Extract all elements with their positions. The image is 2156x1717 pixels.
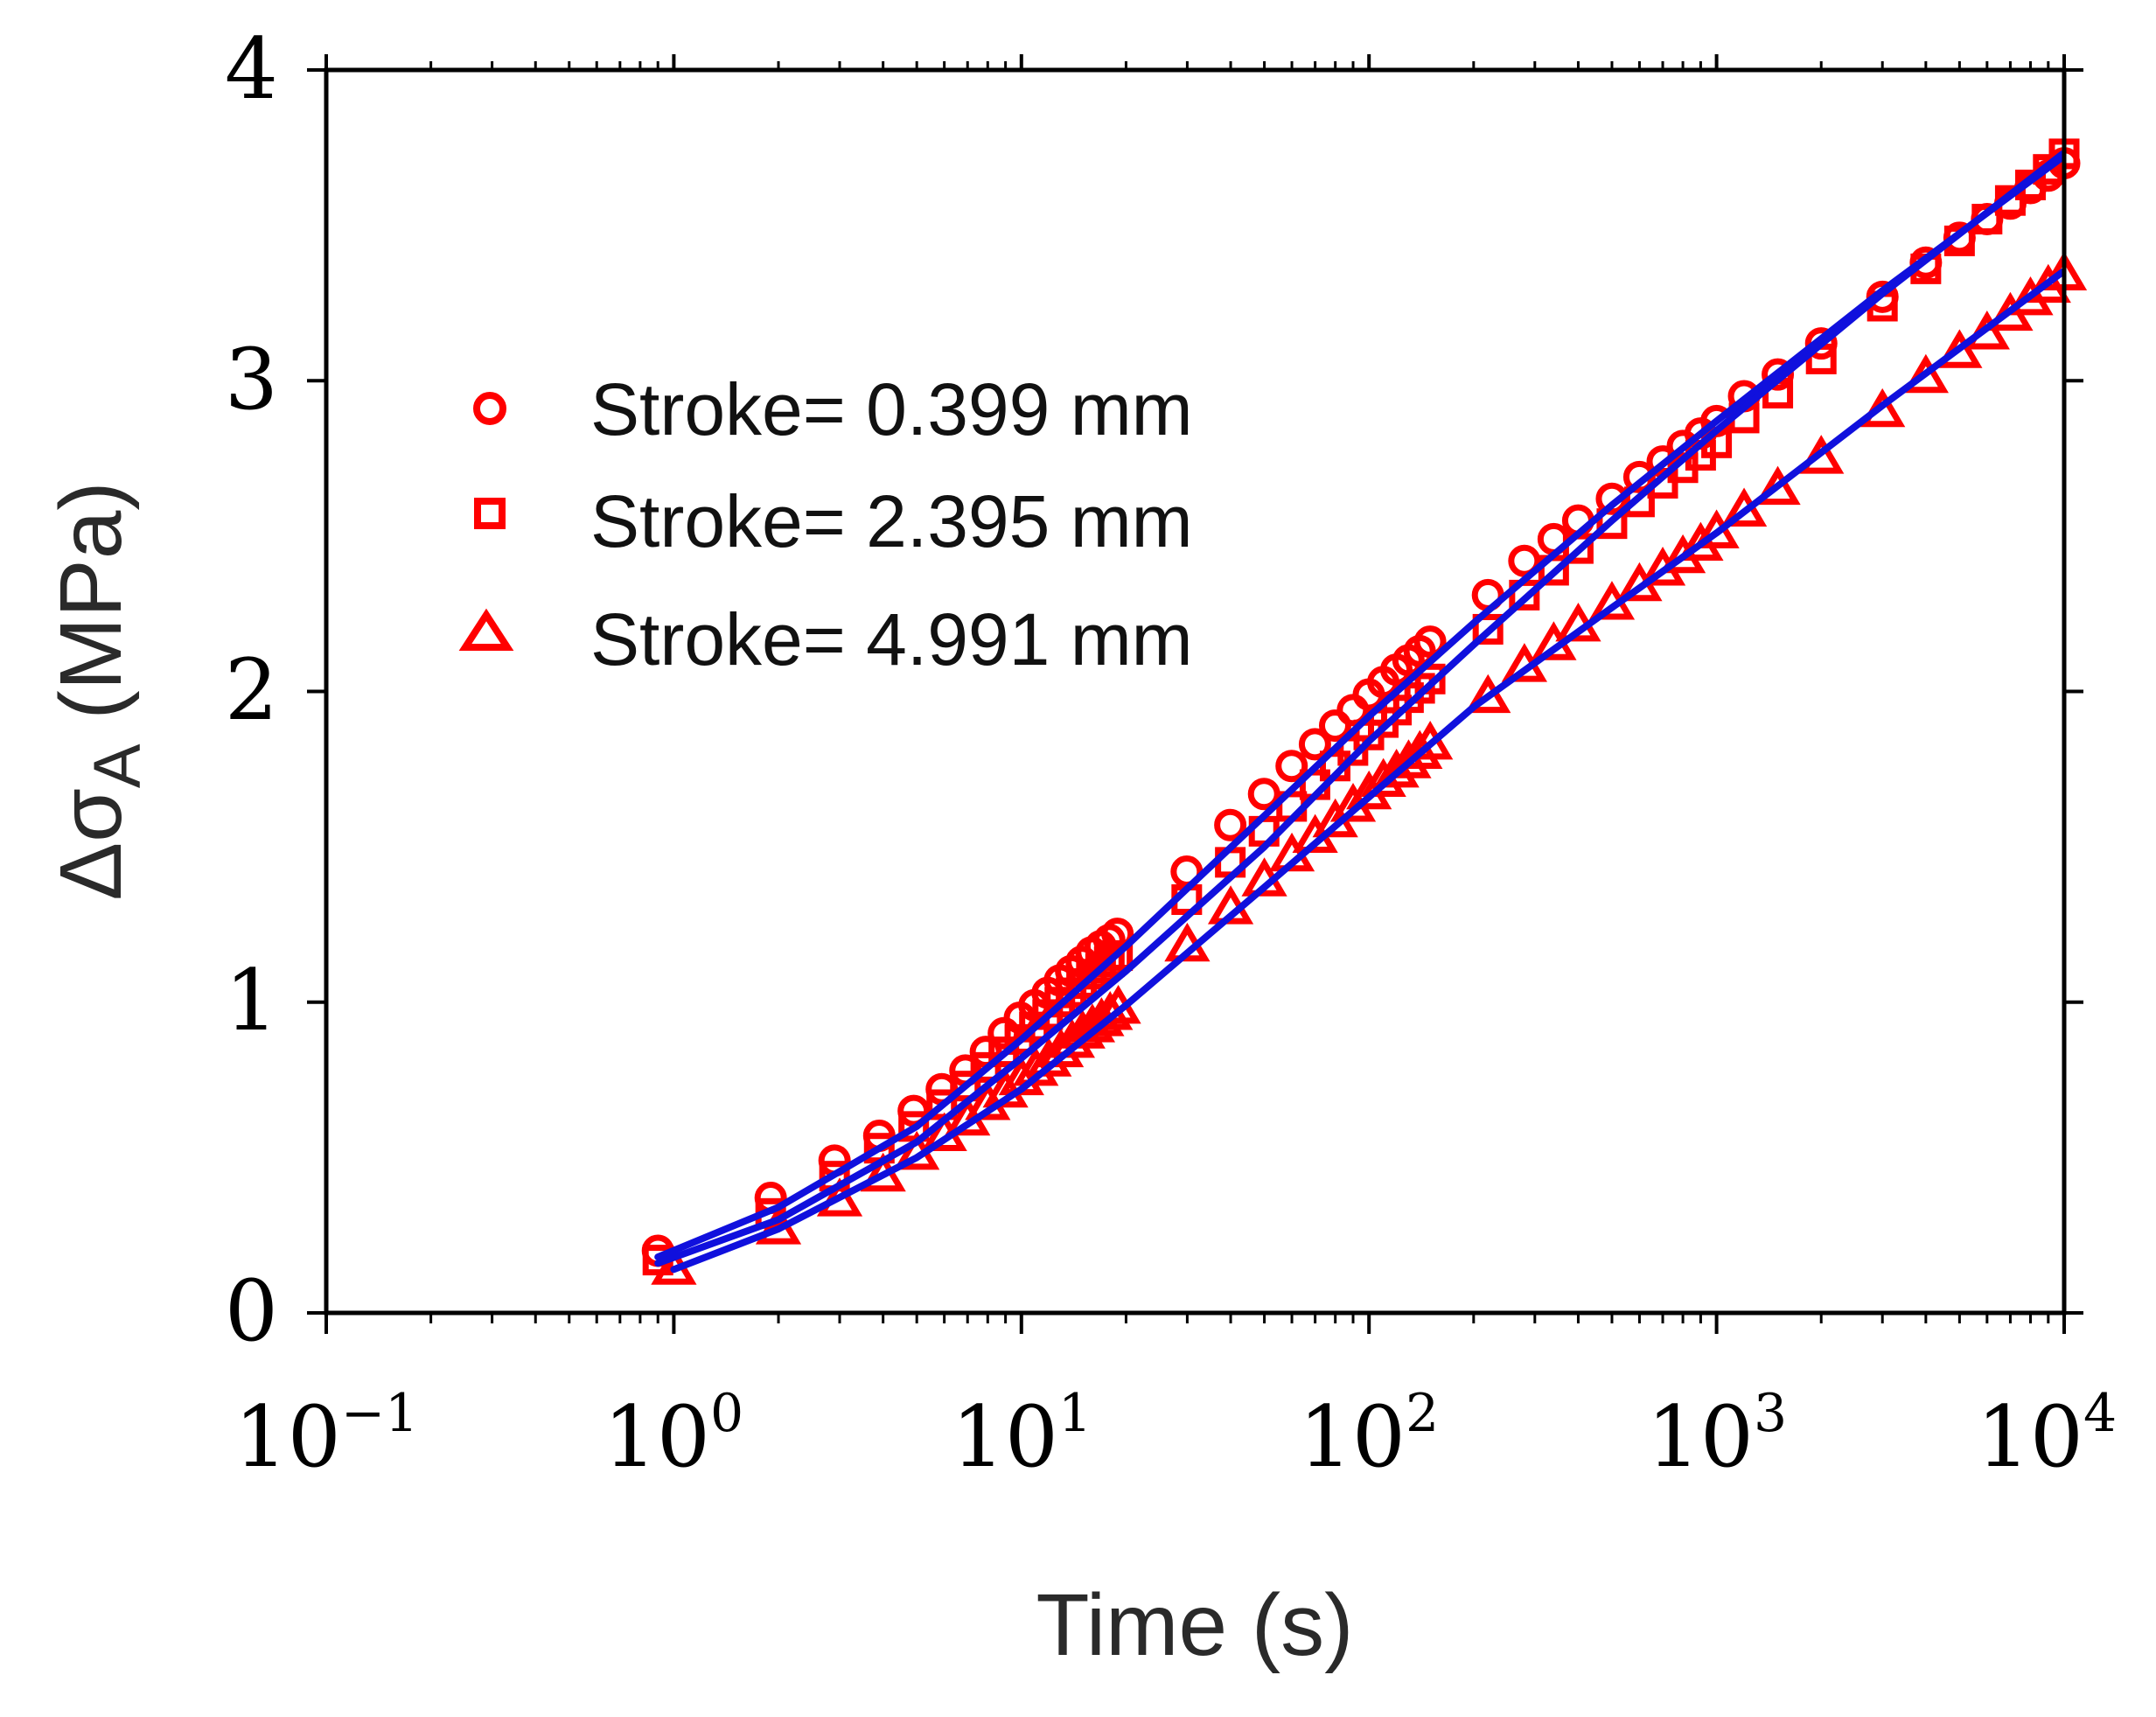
data-point-triangle <box>1755 465 1801 506</box>
x-tick-label: 103 <box>1647 1383 1787 1486</box>
fit-line <box>670 268 2067 1274</box>
fit-line-layer <box>654 150 2067 1274</box>
y-tick-label: 2 <box>225 641 278 739</box>
legend-label: Stroke= 4.991 mm <box>590 598 1193 681</box>
data-point-square <box>950 1071 981 1102</box>
x-tick-labels: 10−1 100 101 102 103 104 <box>234 1383 2117 1486</box>
legend-marker-square <box>474 498 506 529</box>
data-point-circle <box>1508 544 1541 577</box>
data-point-square <box>1102 939 1134 971</box>
data-point-triangle <box>1397 729 1443 770</box>
data-point-circle <box>1214 808 1247 841</box>
data-point-circle <box>1298 728 1331 761</box>
data-point-square <box>970 1051 1001 1083</box>
data-point-circle <box>1275 750 1308 783</box>
x-tick-label: 104 <box>1977 1383 2117 1486</box>
legend-label: Stroke= 0.399 mm <box>590 368 1193 450</box>
data-point-circle <box>1804 327 1838 360</box>
data-point-square <box>1337 735 1369 766</box>
axis-ticks <box>307 54 2083 1334</box>
legend: Stroke= 0.399 mm Stroke= 2.395 mm Stroke… <box>458 368 1193 681</box>
fit-line <box>654 153 2067 1261</box>
data-point-square <box>1623 486 1655 518</box>
x-axis-title: Time (s) <box>1036 1576 1354 1674</box>
data-point-square <box>1596 508 1628 540</box>
x-tick-label: 100 <box>604 1383 743 1486</box>
y-tick-label: 0 <box>225 1262 278 1360</box>
data-point-triangle <box>1936 329 1983 368</box>
y-tick-label: 3 <box>225 331 278 429</box>
x-tick-label: 102 <box>1299 1383 1439 1486</box>
data-point-triangle <box>1465 674 1511 714</box>
data-point-square <box>1472 613 1504 645</box>
x-tick-label: 10−1 <box>234 1383 419 1486</box>
y-axis-title: ΔσA (MPa) <box>42 481 155 900</box>
data-point-square <box>1093 946 1125 978</box>
data-point-square <box>2033 154 2064 185</box>
fit-line <box>654 150 2067 1267</box>
data-point-triangle <box>1407 720 1454 760</box>
data-point-triangle <box>1902 353 1949 394</box>
legend-marker-circle <box>473 392 506 425</box>
data-point-circle <box>1318 709 1351 743</box>
data-point-circle <box>1762 358 1795 391</box>
y-tick-label: 1 <box>225 952 278 1050</box>
data-point-triangle <box>1385 739 1432 778</box>
y-tick-labels: 0 1 2 3 4 <box>225 20 278 1360</box>
legend-marker-triangle <box>458 608 514 651</box>
y-tick-label: 4 <box>225 20 278 118</box>
legend-label: Stroke= 2.395 mm <box>590 480 1193 562</box>
x-tick-label: 101 <box>952 1383 1092 1486</box>
data-point-square <box>1414 663 1446 694</box>
data-point-circle <box>1413 625 1447 659</box>
